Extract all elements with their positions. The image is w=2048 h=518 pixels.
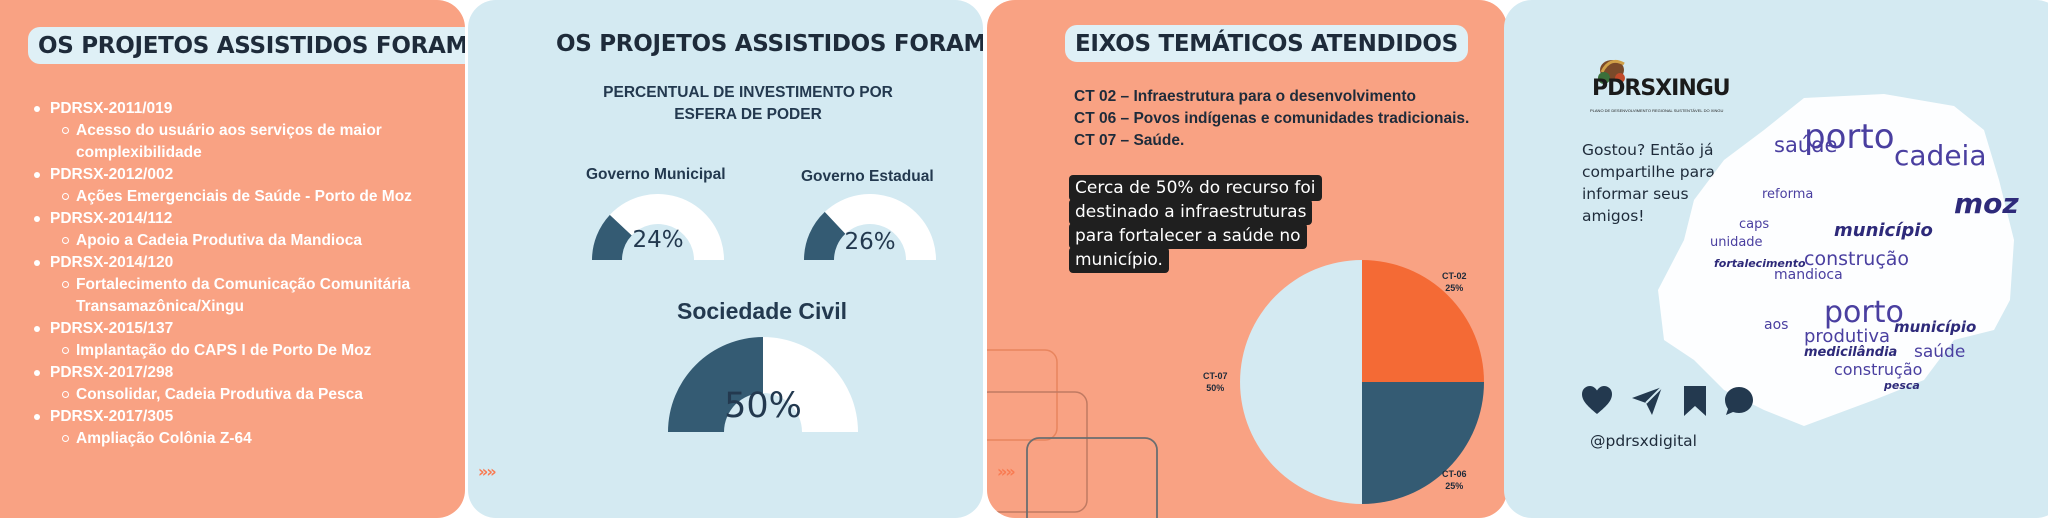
project-code: PDRSX-2015/137 (34, 318, 450, 340)
gauge-value-estadual: 26% (844, 229, 896, 255)
pdrsx-logo: PDRSXINGU PLANO DE DESENVOLVIMENTO REGIO… (1590, 52, 1731, 118)
pie-slice-ct-07 (1240, 260, 1362, 504)
bookmark-icon[interactable] (1678, 384, 1712, 418)
callout-line: destinado a infraestruturas (1069, 199, 1313, 225)
axis-ct02: CT 02 – Infraestrutura para o desenvolvi… (1074, 88, 1416, 105)
word-saude-2: saúde (1914, 342, 1966, 362)
project-description: Consolidar, Cadeia Produtiva da Pesca (50, 384, 450, 406)
word-aos: aos (1764, 317, 1789, 333)
project-description: Implantação do CAPS I de Porto De Moz (50, 340, 450, 362)
project-code: PDRSX-2014/112 (34, 208, 450, 230)
pie-slice-ct-06 (1362, 382, 1484, 504)
word-medicilandia: medicilândia (1804, 345, 1898, 360)
pie-label-ct06: CT-06 25% (1442, 469, 1467, 491)
gauge-label-sociedade: Sociedade Civil (677, 298, 848, 324)
project-item: PDRSX-2014/120 Fortalecimento da Comunica… (34, 252, 450, 318)
panel-thematic-axes: EIXOS TEMÁTICOS ATENDIDOS CT 02 – Infrae… (987, 0, 1507, 518)
word-cadeia: cadeia (1894, 139, 1987, 172)
word-fortalecimento: fortalecimento (1714, 257, 1806, 270)
word-mandioca: mandioca (1774, 267, 1843, 283)
pie-chart (1240, 260, 1484, 504)
word-pesca: pesca (1884, 379, 1920, 392)
panel-investment: OS PROJETOS ASSISTIDOS FORAM: PERCENTUAL… (468, 0, 983, 518)
project-item: PDRSX-2012/002 Ações Emergenciais de Saúd… (34, 164, 450, 208)
gauge-value-sociedade: 50% (724, 386, 802, 426)
logo-text: PDRSXINGU (1592, 76, 1731, 101)
gauge-track (763, 337, 858, 432)
word-moz: moz (1954, 187, 2019, 220)
project-description: Acesso do usuário aos serviços de maior … (50, 120, 450, 164)
send-icon[interactable] (1630, 384, 1664, 418)
gauge-estadual (804, 194, 936, 260)
word-saude: saúde (1774, 133, 1838, 157)
share-message: Gostou? Então já compartilhe para inform… (1582, 141, 1715, 225)
pie-label-ct02: CT-02 25% (1442, 271, 1467, 293)
panel-title: OS PROJETOS ASSISTIDOS FORAM: (28, 27, 465, 64)
subtitle-line-2: ESFERA DE PODER (674, 106, 822, 123)
project-description: Ações Emergenciais de Saúde - Porto de M… (50, 186, 450, 208)
project-description: Fortalecimento da Comunicação Comunitári… (50, 274, 450, 318)
pie-slice-ct-02 (1362, 260, 1484, 382)
gauge-value-municipal: 24% (632, 227, 684, 253)
panel-share: PDRSXINGU PLANO DE DESENVOLVIMENTO REGIO… (1504, 0, 2048, 518)
project-item: PDRSX-2011/019 Acesso do usuário aos serv… (34, 98, 450, 164)
gauge-fill (804, 211, 846, 260)
subtitle-line-1: PERCENTUAL DE INVESTIMENTO POR (603, 84, 893, 101)
project-item: PDRSX-2017/305 Ampliação Colônia Z-64 (34, 406, 450, 450)
word-reforma: reforma (1762, 187, 1814, 202)
project-item: PDRSX-2014/112 Apoio a Cadeia Produtiva d… (34, 208, 450, 252)
logo-subtext: PLANO DE DESENVOLVIMENTO REGIONAL SUSTEN… (1590, 108, 1724, 113)
project-code: PDRSX-2012/002 (34, 164, 450, 186)
callout-text: Cerca de 50% do recurso foi destinado a … (1069, 175, 1322, 273)
callout-line: para fortalecer a saúde no (1069, 223, 1307, 249)
panel-title: EIXOS TEMÁTICOS ATENDIDOS (1065, 25, 1468, 62)
thematic-axes-list: CT 02 – Infraestrutura para o desenvolvi… (1074, 86, 1469, 152)
project-code: PDRSX-2014/120 (34, 252, 450, 274)
chevron-right-icon: »» (478, 462, 497, 481)
word-porto-2: porto (1824, 295, 1904, 330)
gauge-track (824, 194, 936, 260)
gauge-fill (592, 214, 632, 260)
word-construcao-2: construção (1834, 360, 1923, 379)
word-municipio: município (1834, 220, 1933, 241)
gauge-label-municipal: Governo Municipal (586, 166, 726, 183)
word-unidade: unidade (1710, 235, 1763, 250)
project-code: PDRSX-2017/298 (34, 362, 450, 384)
word-porto: porto (1804, 117, 1895, 157)
word-produtiva: produtiva (1804, 326, 1891, 347)
project-description: Ampliação Colônia Z-64 (50, 428, 450, 450)
pie-label-ct07: CT-07 50% (1203, 371, 1228, 393)
callout-line: Cerca de 50% do recurso foi (1069, 175, 1322, 201)
panel-title: OS PROJETOS ASSISTIDOS FORAM: (556, 31, 983, 57)
callout-line: município. (1069, 247, 1169, 273)
projects-list: PDRSX-2011/019 Acesso do usuário aos serv… (34, 98, 450, 450)
gauge-sociedade (668, 337, 858, 432)
chart-subtitle: PERCENTUAL DE INVESTIMENTO POR ESFERA DE… (598, 82, 898, 126)
project-description: Apoio a Cadeia Produtiva da Mandioca (50, 230, 450, 252)
axis-ct06: CT 06 – Povos indígenas e comunidades tr… (1074, 110, 1470, 127)
word-municipio-2: município (1894, 318, 1977, 336)
word-caps: caps (1739, 217, 1770, 232)
project-code: PDRSX-2017/305 (34, 406, 450, 428)
decorative-frames (987, 349, 1158, 518)
gauge-municipal (592, 194, 724, 260)
chevron-right-icon: »» (997, 462, 1016, 481)
social-handle: @pdrsxdigital (1590, 432, 1697, 450)
panel-projects-list: OS PROJETOS ASSISTIDOS FORAM: PDRSX-2011… (0, 0, 465, 518)
gauge-fill (668, 337, 763, 432)
project-item: PDRSX-2017/298 Consolidar, Cadeia Produt… (34, 362, 450, 406)
project-item: PDRSX-2015/137 Implantação do CAPS I de P… (34, 318, 450, 362)
word-cloud-map: porto cadeia moz saúde município constru… (1654, 90, 2019, 430)
heart-icon[interactable] (1580, 384, 1614, 418)
project-code: PDRSX-2011/019 (34, 98, 450, 120)
gauge-track (609, 194, 724, 260)
word-construcao: construção (1804, 248, 1910, 270)
comment-icon[interactable] (1722, 384, 1756, 418)
gauge-label-estadual: Governo Estadual (801, 168, 934, 185)
axis-ct07: CT 07 – Saúde. (1074, 132, 1185, 149)
